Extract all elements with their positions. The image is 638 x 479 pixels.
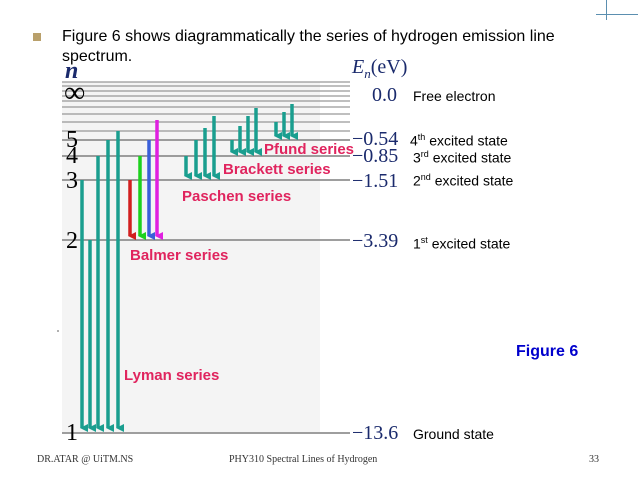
state-ordinal-suffix: nd [420, 172, 431, 182]
infinity-level-lines [62, 81, 350, 132]
frame-vertical-line [606, 0, 607, 20]
state-ordinal: 2 [413, 172, 421, 189]
state-ordinal-suffix: th [417, 132, 426, 142]
state-text: excited state [425, 132, 508, 149]
footer-course: PHY310 Spectral Lines of Hydrogen [229, 454, 378, 465]
balmer-series-label: Balmer series [130, 247, 229, 264]
footer-page-number: 33 [589, 454, 599, 465]
energy-value-infinity: 0.0 [372, 84, 397, 106]
energy-unit: (eV) [370, 56, 408, 78]
pfund-arrows [274, 104, 298, 140]
n-axis-label: n [65, 58, 79, 84]
level-n-5: 5 [66, 127, 78, 153]
bullet-text: Figure 6 shows diagrammatically the seri… [62, 28, 555, 65]
level-n-infinity: ∞ [64, 76, 86, 109]
footer-author: DR.ATAR @ UiTM.NS [37, 454, 134, 465]
energy-axis-label: En(eV) [352, 56, 407, 82]
level-n-3: 3 [66, 168, 78, 194]
energy-value-4: −0.85 [352, 145, 399, 167]
state-ordinal: 4 [410, 132, 418, 149]
state-text: excited state [430, 172, 514, 189]
level-n-1: 1 [66, 420, 78, 446]
state-ordinal: 1 [413, 235, 421, 252]
state-ordinal-suffix: rd [420, 149, 429, 159]
pfund-series-label: Pfund series [264, 141, 355, 158]
level-n-2: 2 [66, 228, 78, 254]
level-n-4: 4 [66, 143, 78, 169]
energy-subscript: n [364, 66, 371, 81]
state-ordinal-suffix: st [420, 235, 428, 245]
energy-value-1: −13.6 [352, 422, 399, 444]
paschen-arrows [184, 116, 220, 180]
paschen-series-label: Paschen series [182, 188, 292, 205]
brackett-series-label: Brackett series [223, 161, 331, 178]
state-text: excited state [427, 235, 511, 252]
state-3rd-excited: 3rd excited state [413, 149, 511, 166]
state-text: excited state [428, 149, 512, 166]
state-free-electron: Free electron [413, 88, 496, 104]
state-ground: Ground state [413, 426, 494, 442]
energy-value-2: −3.39 [352, 230, 399, 252]
energy-value-5: −0.54 [352, 128, 399, 150]
energy-value-3: −1.51 [352, 170, 399, 192]
state-4th-excited: 4th excited state [410, 132, 508, 149]
state-2nd-excited: 2nd excited state [413, 172, 513, 189]
state-ordinal: 3 [413, 149, 421, 166]
brackett-arrows [230, 108, 262, 156]
figure-label: Figure 6 [516, 343, 579, 360]
state-1st-excited: 1st excited state [413, 235, 510, 252]
lyman-arrows [80, 131, 124, 432]
stray-dot [57, 330, 59, 332]
energy-symbol: E [352, 56, 365, 78]
bullet-marker [33, 33, 41, 41]
frame-horizontal-line [596, 14, 638, 15]
lyman-series-label: Lyman series [124, 367, 220, 384]
